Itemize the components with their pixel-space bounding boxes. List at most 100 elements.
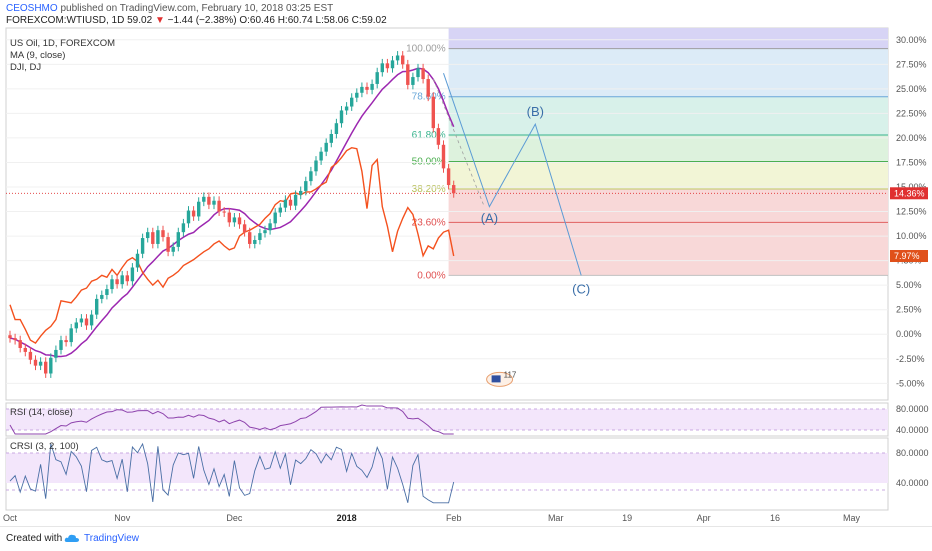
candle-body [49,357,53,374]
crsi-pane-label[interactable]: CRSI (3, 2, 100) [10,441,79,452]
candle-body [385,63,390,69]
publish-info: published on TradingView.com, February 1… [60,3,334,14]
crsi-band [6,453,888,483]
candle-body [329,134,333,143]
candle-body [237,217,242,225]
osc-tick-3: 40.0000 [896,478,929,488]
candle-body [370,83,374,90]
tradingview-link[interactable]: TradingView [84,533,140,544]
dji-line [9,147,455,344]
candle-body [268,223,272,231]
legend-dji[interactable]: DJI, DJ [10,62,42,73]
price-tick-14: -5.00% [896,378,925,388]
candle-body [441,144,446,169]
candle-body [227,212,231,223]
time-tick-4: Feb [446,513,462,523]
candle-body [406,64,410,85]
price-tick-8: 10.00% [896,231,927,241]
candle-body [283,199,288,208]
candle-body [344,106,349,111]
candle-body [89,314,94,326]
chart-svg[interactable]: 100.00%78.60%61.80%50.00%38.20%23.60%0.0… [0,0,932,526]
candle-body [166,237,170,252]
candle-body [253,240,257,244]
price-tick-11: 2.50% [896,305,922,315]
candle-body [365,86,369,90]
rsi-pane-label[interactable]: RSI (14, close) [10,407,73,418]
candle-body [401,55,405,65]
symbol-line: FOREXCOM:WTIUSD, 1D 59.02 ▼ −1.44 (−2.38… [6,15,387,26]
candle-body [395,55,400,61]
candle-body [304,181,308,191]
candle-body [293,194,298,206]
candle-body [171,246,175,252]
candle-body [278,207,282,213]
candle-body [28,351,33,360]
price-tick-6: 15.00% [896,182,927,192]
projection-dashed [432,78,485,207]
candle-body [375,72,379,84]
candle-body [181,223,186,233]
candle-body [207,196,211,205]
candle-body [18,340,22,348]
candle-body [191,210,196,217]
candle-body [146,232,150,239]
price-tick-3: 22.50% [896,108,927,118]
candle-body [69,328,73,343]
candle-body [350,97,354,107]
candle-body [390,60,395,69]
fib-band-1 [448,96,888,135]
fib-label-2: 61.80% [412,130,446,141]
down-arrow-icon: ▼ [154,15,165,26]
rsi-band [6,409,888,430]
candle-body [156,230,160,244]
candle-body [13,338,17,341]
time-tick-7: Apr [697,513,711,523]
osc-tick-0: 80.0000 [896,404,929,414]
fib-label-5: 23.60% [412,217,446,228]
last-value-text-1: 7.97% [894,251,920,261]
candle-body [452,185,456,194]
candle-body [135,253,140,268]
candle-body [273,212,277,224]
time-tick-1: Nov [114,513,131,523]
candle-body [115,279,119,285]
author-link[interactable]: CEOSHMO [6,3,58,14]
fib-band-3 [448,161,888,189]
candle-body [120,275,124,285]
legend-ma[interactable]: MA (9, close) [10,50,66,61]
candle-body [202,196,206,202]
price-tick-1: 27.50% [896,59,927,69]
candle-body [140,238,145,254]
time-tick-8: 16 [770,513,780,523]
fib-top-band [448,28,888,49]
rsi-line [9,404,454,435]
candle-body [232,217,237,223]
candle-body [288,199,293,206]
candle-body [95,298,99,315]
candle-body [324,142,328,152]
candle-body [186,210,191,224]
flag-icon [491,375,501,383]
crsi-line [9,442,455,504]
legend-main[interactable]: US Oil, 1D, FOREXCOM [10,38,116,49]
candle-body [355,92,359,98]
candle-body [176,232,180,247]
candle-body [110,279,114,290]
candle-body [8,335,12,339]
time-tick-5: Mar [548,513,564,523]
candle-body [314,160,318,172]
publish-line: CEOSHMO published on TradingView.com, Fe… [6,3,333,14]
fib-band-4 [448,188,888,223]
fib-band-0 [448,48,888,97]
flag-badge: 117 [486,370,517,387]
ohlc-values: O:60.46 H:60.74 L:58.06 C:59.02 [239,15,387,26]
candle-body [446,168,451,186]
last-value-badge-1 [890,250,928,263]
elliott-wave-path [443,72,582,276]
fib-label-6: 0.00% [417,270,445,281]
candle-body [44,361,48,374]
symbol-name: FOREXCOM:WTIUSD, 1D [6,15,125,26]
candle-body [248,232,252,244]
